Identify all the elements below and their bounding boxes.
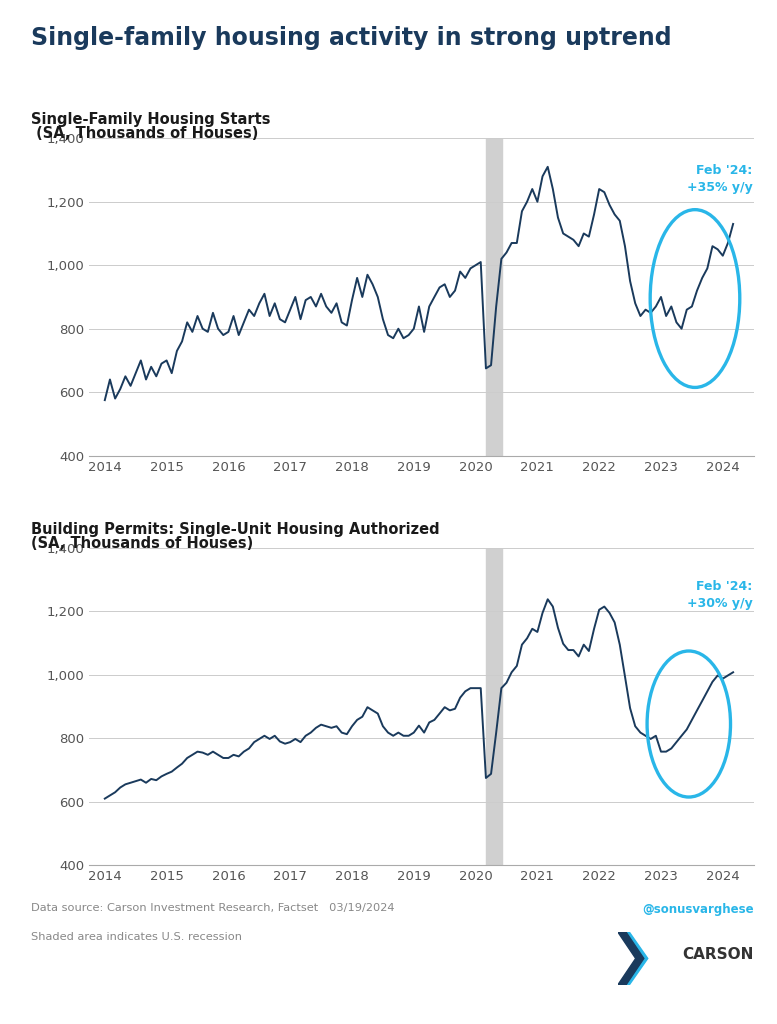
Text: Feb '24:
+35% y/y: Feb '24: +35% y/y: [687, 164, 752, 194]
Text: (SA, Thousands of Houses): (SA, Thousands of Houses): [31, 536, 253, 551]
Text: @sonusvarghese: @sonusvarghese: [642, 903, 754, 916]
Text: Shaded area indicates U.S. recession: Shaded area indicates U.S. recession: [31, 932, 242, 942]
Polygon shape: [618, 932, 644, 985]
Bar: [486, 138, 501, 456]
Text: Feb '24:
+30% y/y: Feb '24: +30% y/y: [687, 580, 752, 609]
Text: Single-Family Housing Starts: Single-Family Housing Starts: [31, 112, 270, 127]
Text: Building Permits: Single-Unit Housing Authorized: Building Permits: Single-Unit Housing Au…: [31, 521, 440, 537]
Bar: [486, 548, 501, 865]
Text: CARSON: CARSON: [682, 947, 754, 963]
Text: Single-family housing activity in strong uptrend: Single-family housing activity in strong…: [31, 26, 671, 49]
Text: (SA, Thousands of Houses): (SA, Thousands of Houses): [31, 126, 259, 141]
Text: Data source: Carson Investment Research, Factset   03/19/2024: Data source: Carson Investment Research,…: [31, 903, 395, 913]
Polygon shape: [619, 932, 648, 985]
